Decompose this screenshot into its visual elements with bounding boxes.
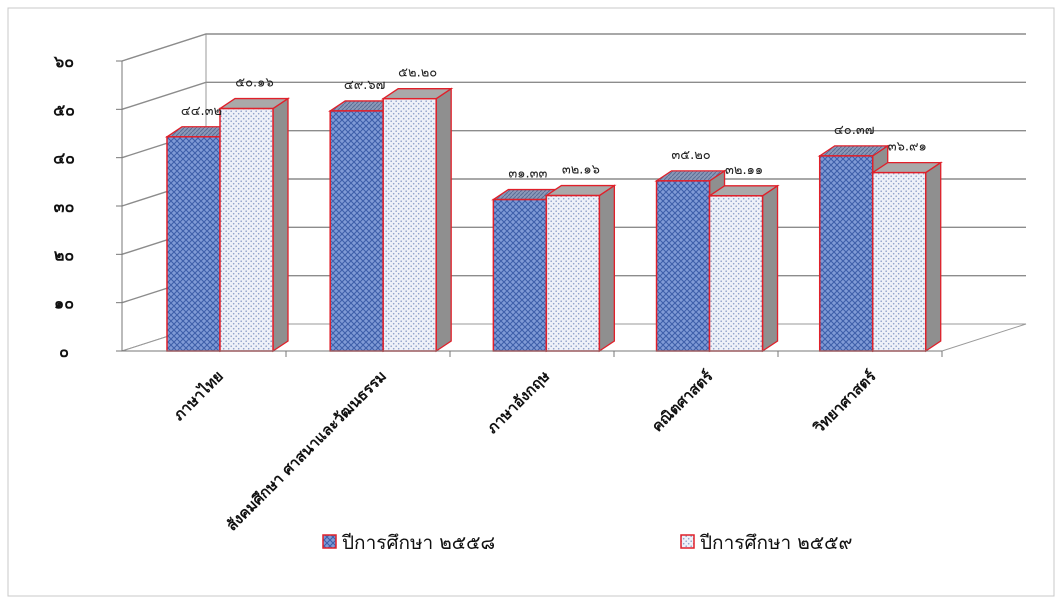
data-label: ๔๔.๓๒ bbox=[181, 104, 222, 119]
legend-swatch-2559 bbox=[680, 534, 695, 549]
data-label: ๓๒.๑๖ bbox=[562, 163, 600, 178]
y-axis: ๐ ๑๐ ๒๐ ๓๐ ๔๐ ๕๐ ๖๐ bbox=[53, 52, 123, 361]
bar-side bbox=[761, 184, 779, 353]
bar bbox=[707, 184, 780, 353]
bar-side bbox=[925, 161, 942, 353]
y-tick-label: ๕๐ bbox=[53, 100, 75, 119]
legend-item-2559: ปีการศึกษา ๒๕๕๙ bbox=[680, 532, 852, 554]
bar bbox=[870, 161, 943, 353]
grid-line bbox=[121, 33, 1026, 62]
y-tick-label: ๑๐ bbox=[54, 294, 74, 313]
bar-front bbox=[818, 155, 874, 352]
legend-item-2558: ปีการศึกษา ๒๕๕๘ bbox=[322, 532, 495, 554]
data-label: ๓๑.๓๓ bbox=[508, 167, 547, 182]
bar bbox=[217, 97, 291, 353]
data-label: ๔๐.๓๗ bbox=[834, 123, 875, 138]
y-tick-label: ๒๐ bbox=[54, 245, 74, 264]
bar-side bbox=[435, 87, 452, 353]
bar-front bbox=[871, 171, 927, 352]
bar-front bbox=[219, 107, 274, 352]
bar-front bbox=[382, 97, 437, 352]
bar-front bbox=[708, 195, 764, 352]
data-label: ๓๕.๒๐ bbox=[671, 148, 710, 163]
y-tick-label: ๓๐ bbox=[54, 197, 75, 216]
bar-front bbox=[655, 180, 711, 352]
data-label: ๕๒.๒๐ bbox=[398, 66, 437, 81]
y-tick-label: ๔๐ bbox=[53, 149, 75, 168]
bar bbox=[381, 87, 454, 353]
data-label: ๓๖.๙๑ bbox=[888, 140, 927, 155]
data-label: ๔๙.๖๗ bbox=[344, 78, 386, 93]
bar bbox=[544, 184, 617, 353]
legend-label-2558: ปีการศึกษา ๒๕๕๘ bbox=[341, 532, 495, 554]
y-tick-label: ๖๐ bbox=[53, 52, 74, 71]
bar-front bbox=[329, 110, 384, 352]
bar-front bbox=[166, 136, 221, 352]
data-label: ๕๐.๑๖ bbox=[235, 76, 273, 91]
legend-swatch-2558 bbox=[322, 534, 337, 549]
bar-front bbox=[545, 194, 601, 352]
bar-front bbox=[492, 198, 548, 352]
bars bbox=[164, 87, 943, 353]
legend-label-2559: ปีการศึกษา ๒๕๕๙ bbox=[699, 532, 852, 554]
legend: ปีการศึกษา ๒๕๕๘ ปีการศึกษา ๒๕๕๙ bbox=[322, 532, 852, 554]
data-label: ๓๒.๑๑ bbox=[725, 163, 763, 178]
bar-side bbox=[598, 184, 616, 353]
grid-line bbox=[121, 81, 1026, 110]
y-tick-label: ๐ bbox=[59, 342, 69, 361]
bar-side bbox=[272, 97, 289, 353]
